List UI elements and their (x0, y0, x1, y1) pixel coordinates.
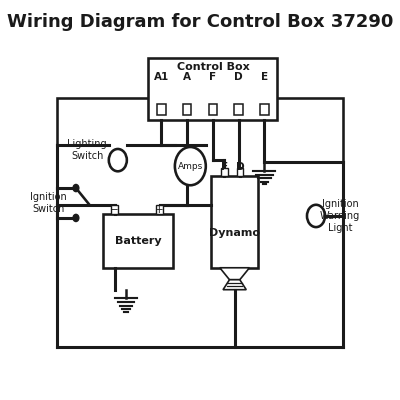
Bar (157, 104, 166, 115)
Bar (57, 98, 343, 348)
Text: +: + (156, 205, 164, 215)
Text: Amps: Amps (178, 162, 203, 171)
Text: E: E (261, 72, 268, 82)
Circle shape (175, 147, 206, 185)
Text: Ignition
Warning
Light: Ignition Warning Light (320, 199, 360, 232)
Bar (156, 205, 163, 214)
Bar (234, 104, 243, 115)
Text: D: D (236, 162, 244, 172)
Text: Lighting
Switch: Lighting Switch (68, 139, 107, 161)
Text: F: F (221, 162, 228, 172)
Text: F: F (209, 72, 216, 82)
Bar (237, 168, 244, 176)
Circle shape (73, 214, 79, 222)
Polygon shape (223, 280, 246, 290)
Polygon shape (220, 268, 250, 280)
Bar (148, 58, 277, 120)
Text: A: A (183, 72, 191, 82)
Text: Dynamo: Dynamo (209, 228, 260, 238)
Circle shape (307, 205, 325, 227)
Text: Battery: Battery (115, 236, 161, 246)
Text: A1: A1 (154, 72, 169, 82)
Text: Wiring Diagram for Control Box 37290: Wiring Diagram for Control Box 37290 (7, 13, 393, 31)
Bar (183, 104, 191, 115)
Text: Ignition
Switch: Ignition Switch (30, 192, 67, 214)
Bar (111, 205, 118, 214)
Bar (209, 104, 217, 115)
Text: Control Box: Control Box (176, 62, 249, 72)
Text: D: D (234, 72, 243, 82)
Bar (103, 214, 173, 268)
Bar (211, 176, 258, 268)
Text: −: − (110, 205, 119, 215)
Bar (221, 168, 228, 176)
Circle shape (73, 184, 79, 192)
Bar (260, 104, 269, 115)
Circle shape (109, 149, 127, 171)
